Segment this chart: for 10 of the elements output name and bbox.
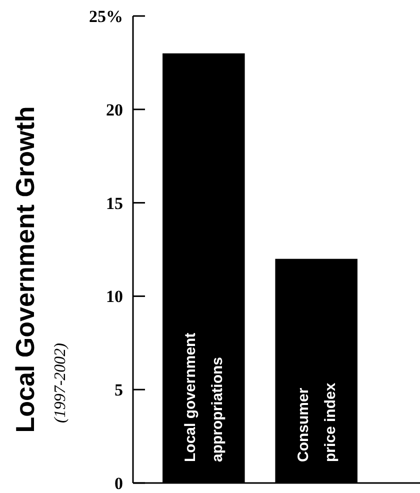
- y-tick-label: 25%: [89, 6, 123, 26]
- y-tick-label: 15: [106, 194, 123, 213]
- x-tick-label: Local government appropriations: [182, 332, 226, 462]
- y-tick-label: 20: [106, 100, 123, 120]
- y-tick-label: 5: [114, 380, 123, 400]
- y-tick-label: 0: [114, 474, 123, 493]
- x-tick-label: Consumer price index: [294, 382, 339, 462]
- text: (1997-2002): [52, 343, 69, 423]
- y-tick-label: 10: [106, 287, 123, 306]
- text: Local Government Growth: [10, 106, 40, 433]
